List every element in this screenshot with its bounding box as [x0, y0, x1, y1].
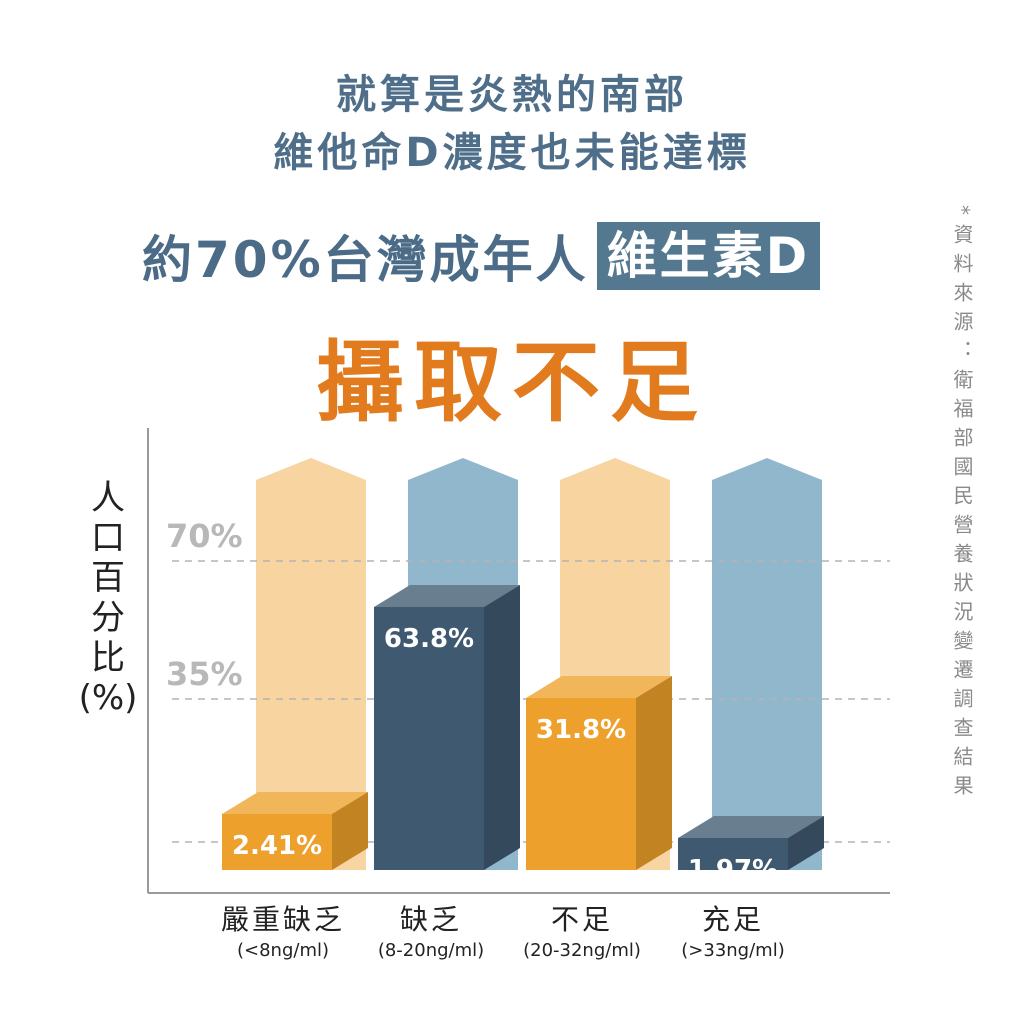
- background-arrow: [712, 458, 822, 870]
- y-axis-label: 人 口 百 分 比 (%): [78, 478, 138, 718]
- data-label: 2.41%: [232, 831, 322, 861]
- y-axis-label-char: 人: [91, 478, 125, 518]
- category-name: 不足: [550, 903, 613, 936]
- source-note: *資料來源：衛福部國民營養狀況變遷調查結果: [950, 205, 974, 804]
- bar-side-face: [484, 585, 520, 870]
- category-range: (20-32ng/ml): [523, 940, 641, 961]
- bar: [374, 607, 484, 870]
- bar-side-face: [788, 816, 824, 870]
- headline-emphasis: 攝取不足: [315, 331, 708, 434]
- y-axis-label-char: 百: [91, 558, 125, 598]
- bar-top-face: [222, 792, 368, 814]
- headline-highlight: 維生素D: [596, 222, 821, 290]
- category-range: (<8ng/ml): [236, 940, 329, 961]
- y-axis-label-char: 口: [91, 518, 125, 558]
- data-label: 1.97%: [688, 855, 778, 885]
- category-name: 缺乏: [399, 903, 462, 936]
- headline-text: 約70%台灣成年人: [142, 231, 589, 289]
- bar-top-face: [526, 676, 672, 698]
- category-range: (>33ng/ml): [681, 940, 785, 961]
- y-axis-label-char: (%): [78, 678, 138, 718]
- category-name: 充足: [701, 903, 764, 936]
- y-axis-label-char: 分: [91, 598, 125, 638]
- category-name: 嚴重缺乏: [220, 903, 345, 936]
- bar-top-face: [678, 816, 824, 838]
- category-label: 嚴重缺乏 (<8ng/ml): [198, 902, 368, 964]
- category-range: (8-20ng/ml): [377, 940, 485, 961]
- category-label: 不足 (20-32ng/ml): [497, 902, 667, 964]
- bar-top-face: [374, 585, 520, 607]
- background-arrow: [256, 458, 366, 870]
- data-label: 31.8%: [536, 715, 626, 745]
- category-label: 缺乏 (8-20ng/ml): [346, 902, 516, 964]
- subtitle-line-2: 維他命D濃度也未能達標: [273, 130, 751, 176]
- bar-side-face: [332, 792, 368, 870]
- subtitle-line-1: 就算是炎熱的南部: [336, 72, 688, 118]
- y-tick-label: 35%: [166, 655, 243, 693]
- category-label: 充足 (>33ng/ml): [648, 902, 818, 964]
- headline-row: 約70%台灣成年人 維生素D: [142, 222, 821, 290]
- bar: [678, 838, 788, 870]
- y-tick-label: 70%: [166, 517, 243, 555]
- bar: [222, 814, 332, 870]
- bar: [526, 698, 636, 870]
- data-label: 63.8%: [384, 624, 474, 654]
- y-axis-label-char: 比: [91, 638, 125, 678]
- bar-side-face: [636, 676, 672, 870]
